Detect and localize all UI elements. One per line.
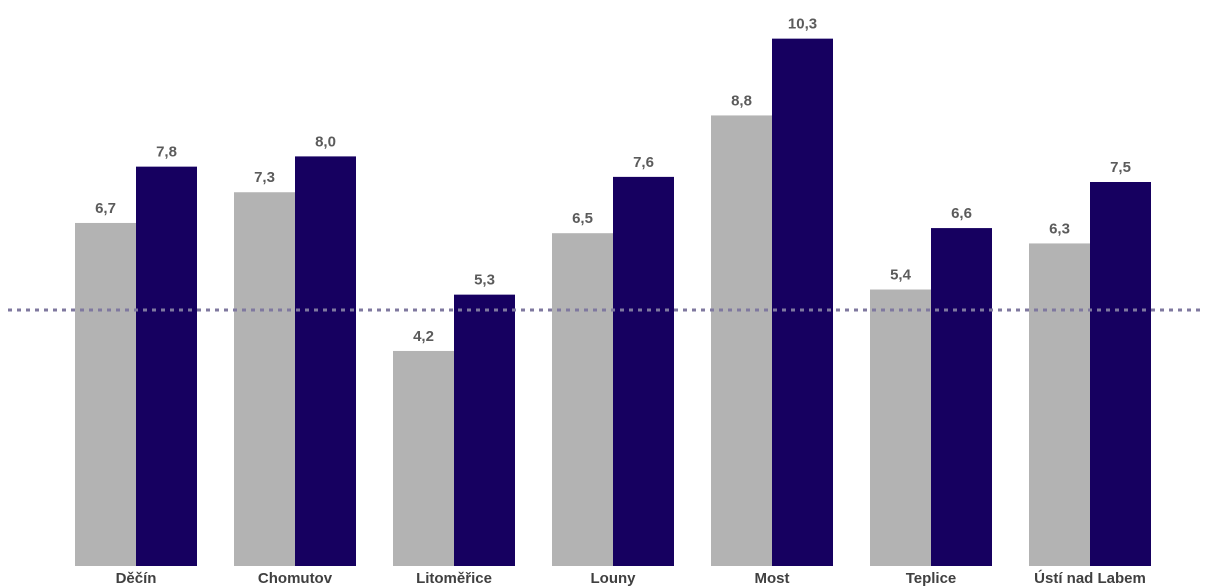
bar-series-1-3 (552, 233, 613, 566)
bar-series-2-0 (136, 166, 197, 566)
value-label-series-1-4: 8,8 (731, 92, 752, 109)
bar-series-1-0 (75, 222, 136, 566)
value-label-series-1-5: 5,4 (890, 267, 912, 284)
category-label-6: Ústí nad Labem (1034, 569, 1146, 586)
bar-series-1-4 (711, 115, 772, 566)
bar-series-1-1 (234, 192, 295, 567)
category-label-3: Louny (591, 570, 637, 586)
category-label-2: Litoměřice (416, 570, 492, 586)
bar-series-2-3 (613, 176, 674, 566)
value-labels-group: 6,7 7,8 7,3 8,0 4,2 5,3 6,5 7,6 8,8 10,3 5,4 6,6 6,3… (95, 16, 1131, 345)
category-label-5: Teplice (906, 570, 957, 586)
value-label-series-1-0: 6,7 (95, 200, 116, 217)
bar-series-2-2 (454, 294, 515, 566)
bar-series-1-5 (870, 289, 931, 566)
value-label-series-2-0: 7,8 (156, 144, 177, 161)
category-label-1: Chomutov (258, 570, 333, 586)
bar-series-1-2 (393, 350, 454, 566)
bar-series-2-4 (772, 38, 833, 566)
bar-series-2-5 (931, 228, 992, 566)
bar-series-2-1 (295, 156, 356, 566)
category-label-4: Most (755, 570, 790, 586)
category-label-0: Děčín (116, 570, 157, 586)
bar-series-2-6 (1090, 182, 1151, 566)
value-label-series-2-5: 6,6 (951, 205, 972, 222)
value-label-series-1-2: 4,2 (413, 328, 434, 345)
value-label-series-2-4: 10,3 (788, 16, 817, 33)
value-label-series-1-1: 7,3 (254, 169, 275, 186)
category-labels-group: Děčín Chomutov Litoměřice Louny Most Teplice Ú… (116, 569, 1146, 586)
value-label-series-2-6: 7,5 (1110, 159, 1131, 176)
value-label-series-2-3: 7,6 (633, 154, 654, 171)
value-label-series-2-2: 5,3 (474, 272, 495, 289)
bar-series-1-6 (1029, 243, 1090, 566)
bars-group (75, 38, 1151, 567)
value-label-series-1-3: 6,5 (572, 210, 593, 227)
value-label-series-1-6: 6,3 (1049, 220, 1070, 237)
value-label-series-2-1: 8,0 (315, 133, 336, 150)
